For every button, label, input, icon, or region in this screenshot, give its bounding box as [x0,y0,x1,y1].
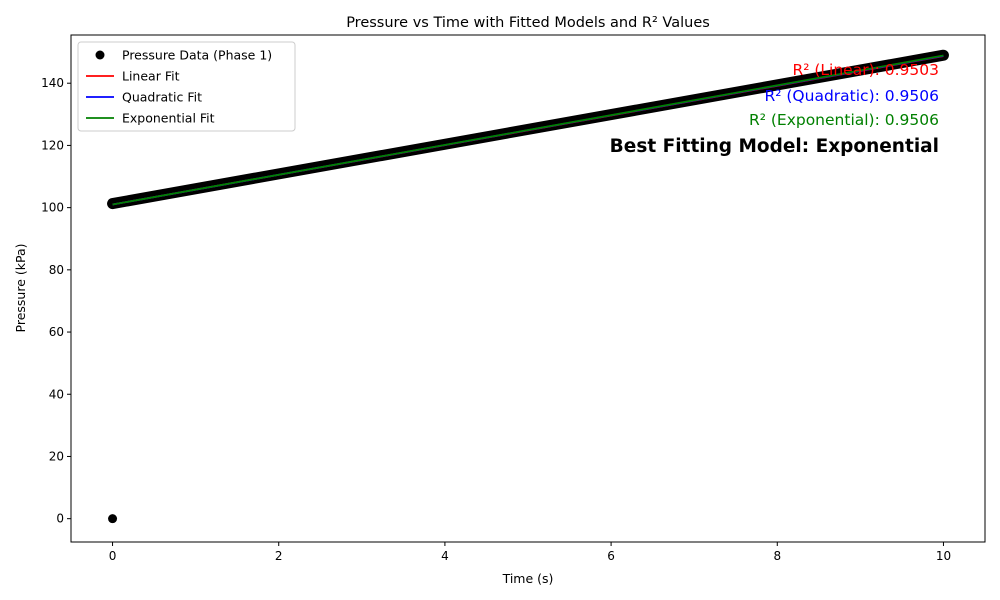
y-tick-label: 60 [49,325,64,339]
legend-box [77,41,296,132]
x-tick-label: 10 [936,549,951,563]
x-tick-label: 2 [275,549,283,563]
legend: Pressure Data (Phase 1) Linear Fit Quadrat… [77,41,296,132]
legend-marker-scatter [95,50,105,60]
legend-label: Quadratic Fit [122,90,202,105]
x-tick-label: 4 [441,549,449,563]
plot-frame [70,34,986,543]
annotation-layer: R² (Linear): 0.9503 R² (Quadratic): 0.950… [610,61,939,157]
r-squared-annotation: R² (Quadratic): 0.9506 [764,87,939,105]
legend-label: Linear Fit [122,69,180,84]
scatter-point [108,514,118,524]
y-tick-label: 140 [41,76,64,90]
y-tick-label: 20 [49,449,64,463]
legend-label: Exponential Fit [122,111,215,126]
x-tick-label: 6 [607,549,615,563]
y-tick-label: 40 [49,387,64,401]
legend-entries: Pressure Data (Phase 1) Linear Fit Quadrat… [86,48,272,126]
r-squared-annotation: R² (Exponential): 0.9506 [749,111,939,129]
legend-label: Pressure Data (Phase 1) [122,48,272,63]
exponential-fit-line [112,54,944,206]
scatter-point [108,199,118,209]
x-tick-label: 0 [109,549,117,563]
y-tick-label: 100 [41,201,64,215]
x-tick-label: 8 [773,549,781,563]
y-tick-label: 80 [49,263,64,277]
chart-title: Pressure vs Time with Fitted Models and … [346,15,710,31]
x-axis: 0 2 4 6 8 10 [109,542,951,563]
scatter-point [938,50,948,60]
y-axis-label: Pressure (kPa) [13,244,28,333]
best-model-annotation: Best Fitting Model: Exponential [610,136,939,157]
y-tick-label: 0 [56,512,64,526]
y-tick-label: 120 [41,138,64,152]
x-axis-label: Time (s) [502,571,554,586]
y-axis: 0 20 40 60 80 100 120 140 [41,76,71,526]
r-squared-annotation: R² (Linear): 0.9503 [792,61,939,79]
data-layer [107,49,949,524]
